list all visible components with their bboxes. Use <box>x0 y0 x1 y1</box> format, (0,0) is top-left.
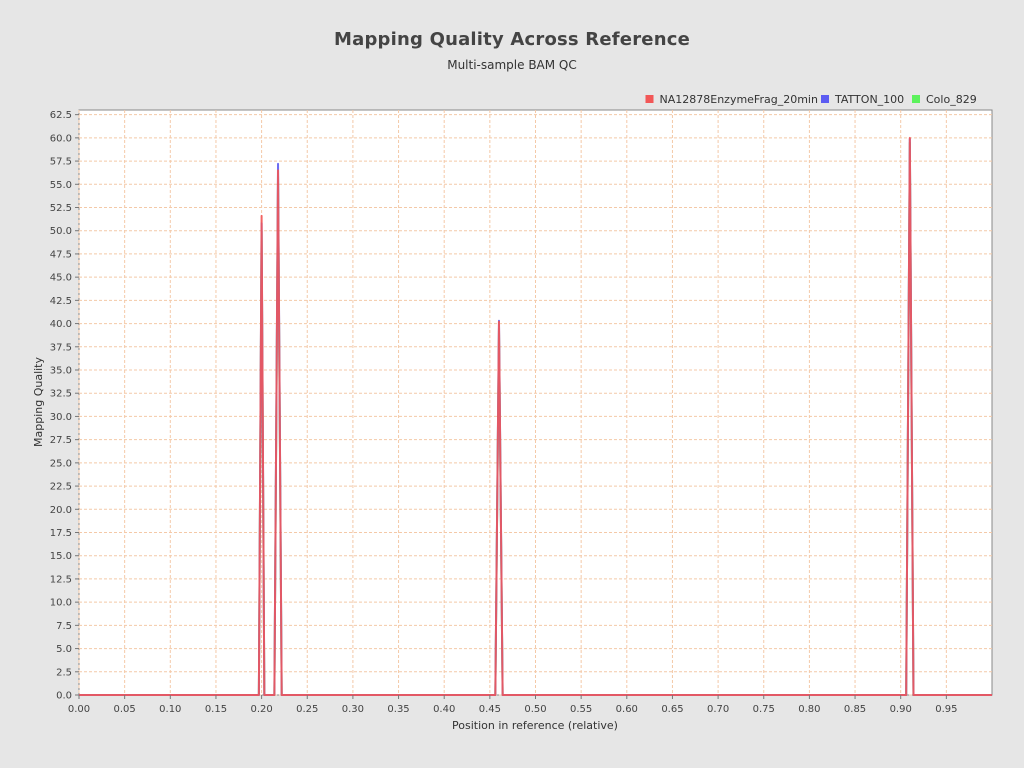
y-tick-label: 7.5 <box>56 621 72 632</box>
y-tick-label: 17.5 <box>50 528 72 539</box>
x-tick-label: 0.45 <box>479 704 501 715</box>
x-tick-label: 0.20 <box>250 704 272 715</box>
x-axis-label: Position in reference (relative) <box>452 719 618 732</box>
y-tick-label: 2.5 <box>56 667 72 678</box>
x-tick-label: 0.30 <box>342 704 364 715</box>
y-tick-label: 60.0 <box>50 133 72 144</box>
y-tick-label: 25.0 <box>50 458 72 469</box>
y-axis: 0.0 2.5 5.0 7.5 10.0 12.5 15.0 17.5 20.0 22.5 25.0… <box>50 110 79 702</box>
x-tick-label: 0.00 <box>68 704 90 715</box>
legend-swatch-colo-829 <box>912 95 920 103</box>
y-tick-label: 30.0 <box>50 412 72 423</box>
legend-swatch-na12878enzymefrag-20min <box>645 95 654 103</box>
x-tick-label: 0.35 <box>387 704 409 715</box>
chart-subtitle: Multi-sample BAM QC <box>447 58 577 72</box>
x-tick-label: 0.10 <box>159 704 181 715</box>
x-tick-label: 0.50 <box>524 704 546 715</box>
grid-lines <box>78 110 992 696</box>
x-tick-label: 0.60 <box>616 704 638 715</box>
y-tick-label: 5.0 <box>56 644 72 655</box>
x-tick-label: 0.70 <box>707 704 729 715</box>
x-axis: 0.00 0.05 0.10 0.15 0.20 0.25 0.30 0.35 0.40 0.45… <box>68 695 957 715</box>
y-tick-label: 35.0 <box>50 366 72 377</box>
x-tick-label: 0.55 <box>570 704 592 715</box>
y-tick-label: 55.0 <box>50 180 72 191</box>
series-layer <box>79 136 992 696</box>
y-tick-label: 22.5 <box>50 482 72 493</box>
y-tick-label: 45.0 <box>50 273 72 284</box>
y-tick-label: 10.0 <box>50 598 72 609</box>
x-tick-label: 0.85 <box>844 704 866 715</box>
y-tick-label: 20.0 <box>50 505 72 516</box>
y-tick-label: 27.5 <box>50 435 72 446</box>
x-tick-label: 0.95 <box>935 704 957 715</box>
x-tick-label: 0.15 <box>205 704 227 715</box>
x-tick-label: 0.65 <box>661 704 683 715</box>
x-tick-label: 0.90 <box>890 704 912 715</box>
x-tick-label: 0.25 <box>296 704 318 715</box>
series-line-na12878enzymefrag-20min <box>79 136 992 696</box>
x-tick-label: 0.80 <box>798 704 820 715</box>
y-axis-label: Mapping Quality <box>32 357 45 447</box>
y-tick-label: 12.5 <box>50 574 72 585</box>
chart-title: Mapping Quality Across Reference <box>334 29 690 50</box>
y-tick-label: 47.5 <box>50 249 72 260</box>
legend-label-colo-829: Colo_829 <box>926 93 977 106</box>
y-tick-label: 52.5 <box>50 203 72 214</box>
y-tick-label: 0.0 <box>56 691 72 702</box>
x-tick-label: 0.40 <box>433 704 455 715</box>
y-tick-label: 50.0 <box>50 226 72 237</box>
x-tick-label: 0.75 <box>753 704 775 715</box>
legend-label-tatton-100: TATTON_100 <box>834 93 904 106</box>
y-tick-label: 37.5 <box>50 342 72 353</box>
y-tick-label: 15.0 <box>50 551 72 562</box>
legend-swatch-tatton-100 <box>821 95 829 103</box>
x-tick-label: 0.05 <box>114 704 136 715</box>
legend-label-na12878enzymefrag-20min: NA12878EnzymeFrag_20min <box>660 93 818 106</box>
y-tick-label: 42.5 <box>50 296 72 307</box>
y-tick-label: 62.5 <box>50 110 72 121</box>
y-tick-label: 57.5 <box>50 157 72 168</box>
legend: NA12878EnzymeFrag_20min TATTON_100 Colo_82… <box>645 93 977 106</box>
y-tick-label: 32.5 <box>50 389 72 400</box>
y-tick-label: 40.0 <box>50 319 72 330</box>
